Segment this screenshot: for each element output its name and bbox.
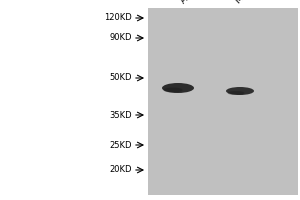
Ellipse shape: [228, 91, 244, 95]
Ellipse shape: [226, 87, 254, 95]
Text: A549: A549: [178, 0, 201, 5]
Text: 25KD: 25KD: [110, 140, 132, 150]
Text: 50KD: 50KD: [110, 73, 132, 82]
Text: 120KD: 120KD: [104, 14, 132, 22]
Ellipse shape: [162, 83, 194, 93]
Bar: [148, 8, 298, 195]
Text: MCF-7: MCF-7: [234, 0, 260, 5]
Text: 90KD: 90KD: [110, 33, 132, 43]
Ellipse shape: [164, 88, 183, 92]
Text: 35KD: 35KD: [110, 110, 132, 119]
Text: 20KD: 20KD: [110, 166, 132, 174]
